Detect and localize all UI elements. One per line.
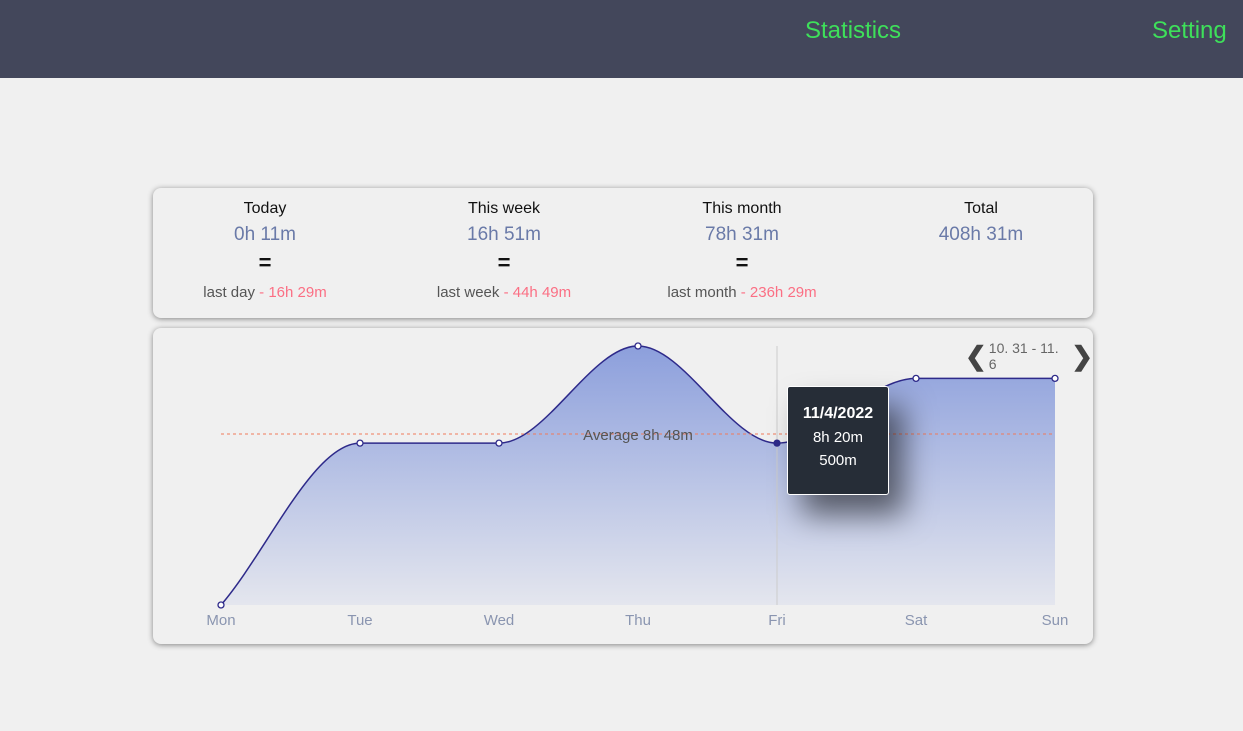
stat-label: This month: [702, 200, 782, 217]
x-tick-label: Tue: [347, 612, 372, 629]
next-week-button[interactable]: ❯: [1071, 341, 1093, 371]
date-range-label: 10. 31 - 11. 6: [988, 340, 1059, 372]
stat-total: Total 408h 31m: [861, 200, 1101, 246]
equal-icon: =: [497, 250, 511, 275]
x-tick-label: Sun: [1042, 612, 1069, 629]
compare-label: last week: [436, 284, 500, 301]
stat-today: Today 0h 11m = last day - 16h 29m: [145, 200, 385, 301]
dash: -: [740, 284, 746, 301]
dash: -: [503, 284, 509, 301]
stat-compare: last week - 44h 49m: [384, 284, 624, 301]
tooltip-duration: 8h 20m: [812, 429, 864, 446]
tooltip-minutes: 500m: [819, 452, 857, 469]
nav-setting[interactable]: Setting: [1152, 17, 1227, 44]
prev-week-button[interactable]: ❮: [965, 341, 987, 371]
stat-month: This month 78h 31m = last month - 236h 2…: [622, 200, 862, 301]
equal-icon: =: [735, 250, 749, 275]
chart-tooltip: 11/4/2022 8h 20m 500m: [787, 386, 889, 495]
x-tick-label: Mon: [206, 612, 235, 629]
data-point: [1051, 374, 1059, 383]
x-tick-label: Fri: [768, 612, 786, 629]
weekly-chart[interactable]: Average 8h 48m Mon Tue Wed Thu Fri Sat Sun: [153, 328, 1093, 644]
compare-value: 44h 49m: [512, 284, 572, 301]
nav-statistics[interactable]: Statistics: [805, 17, 902, 44]
stat-value: 78h 31m: [705, 224, 779, 245]
compare-label: last month: [667, 284, 737, 301]
data-point: [773, 439, 781, 447]
tooltip-date: 11/4/2022: [802, 405, 874, 422]
x-tick-label: Sat: [905, 612, 928, 629]
stat-value: 0h 11m: [234, 224, 296, 245]
data-point: [217, 601, 225, 609]
stat-label: Total: [964, 200, 998, 217]
data-point: [356, 439, 364, 447]
data-point: [912, 374, 920, 383]
stat-value: 16h 51m: [467, 224, 541, 245]
top-nav: Statistics Setting: [0, 0, 1243, 78]
data-point: [634, 342, 642, 350]
compare-value: 236h 29m: [749, 284, 817, 301]
average-label: Average 8h 48m: [583, 427, 693, 444]
chart-card: Average 8h 48m Mon Tue Wed Thu Fri Sat Sun ❮ 10…: [153, 328, 1093, 644]
stat-compare: last day - 16h 29m: [145, 284, 385, 301]
dash: -: [259, 284, 265, 301]
data-point: [495, 439, 503, 447]
equal-icon: =: [258, 250, 272, 275]
stat-value: 408h 31m: [938, 224, 1024, 245]
date-range: ❮ 10. 31 - 11. 6 ❯: [965, 340, 1093, 372]
stat-label: Today: [243, 200, 287, 217]
stats-card: Today 0h 11m = last day - 16h 29m This w…: [153, 188, 1093, 318]
chart-area: [221, 346, 1055, 605]
x-tick-label: Thu: [625, 612, 651, 629]
compare-label: last day: [203, 284, 255, 301]
compare-value: 16h 29m: [268, 284, 327, 301]
stat-week: This week 16h 51m = last week - 44h 49m: [384, 200, 624, 301]
stat-label: This week: [467, 200, 541, 217]
x-tick-label: Wed: [484, 612, 515, 629]
stat-compare: last month - 236h 29m: [622, 284, 862, 301]
